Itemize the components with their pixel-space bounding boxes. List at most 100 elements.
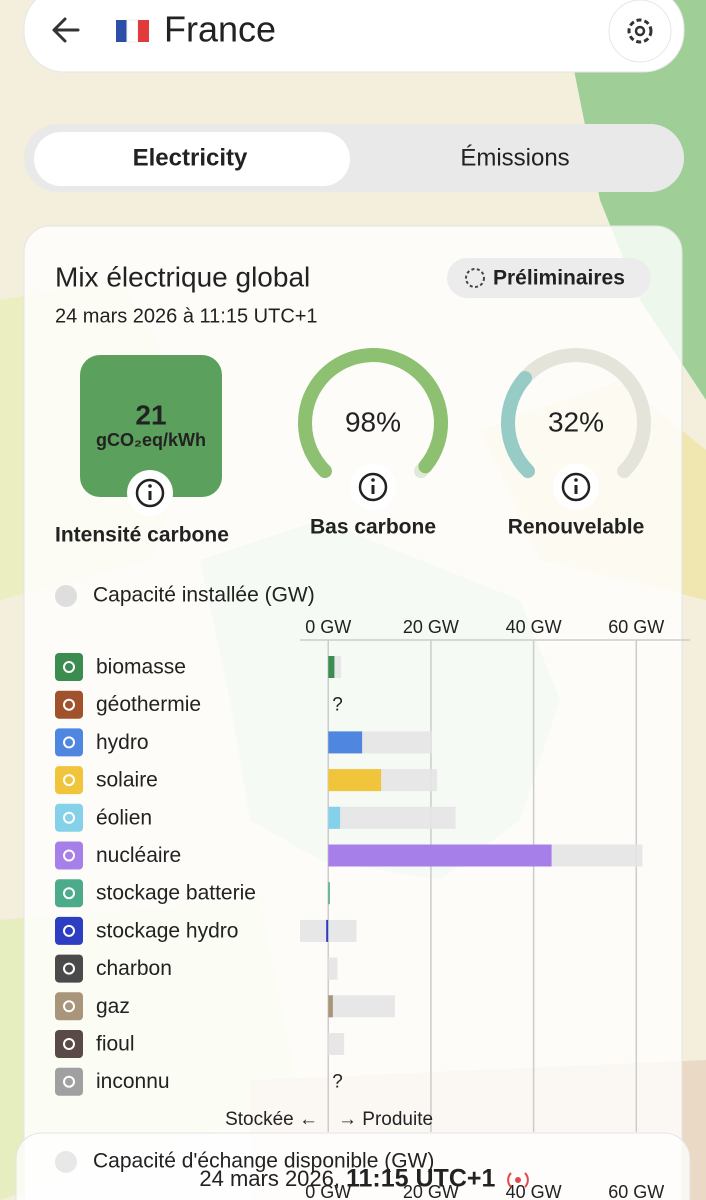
category-icon	[55, 916, 83, 945]
x-tick-label: 0 GW	[305, 617, 351, 637]
category-icon	[55, 841, 83, 870]
x-tick-label: 60 GW	[608, 1182, 664, 1200]
info-icon	[148, 484, 152, 488]
category-label: biomasse	[96, 656, 186, 679]
country-title: France	[164, 9, 276, 50]
category-icon	[55, 766, 83, 795]
tab[interactable]: Electricity	[133, 144, 248, 171]
category-label: solaire	[96, 769, 158, 792]
production-bar	[328, 882, 330, 905]
settings-icon	[627, 18, 653, 44]
category-icon	[55, 728, 83, 757]
section-toggle[interactable]	[55, 1151, 77, 1173]
category-icon-glyph	[63, 1000, 75, 1013]
category-icon-glyph	[63, 811, 75, 824]
category-label: inconnu	[96, 1070, 170, 1093]
live-dot	[515, 1177, 521, 1183]
metric-value: 98%	[345, 406, 401, 437]
section-toggle[interactable]	[55, 585, 77, 607]
category-icon-glyph	[63, 849, 75, 862]
x-tick-label: 20 GW	[403, 617, 459, 637]
production-bar	[328, 656, 335, 678]
value-label: ?	[332, 1072, 343, 1093]
category-label: stockage batterie	[96, 882, 256, 905]
flag	[126, 19, 139, 43]
metric-unit: gCO₂eq/kWh	[96, 430, 206, 450]
section-title: Capacité installée (GW)	[93, 584, 315, 607]
gauge-value	[501, 371, 535, 479]
metric-label: Bas carbone	[310, 516, 436, 539]
category-icon-glyph	[63, 774, 75, 787]
category-icon	[55, 653, 83, 681]
category-label: nucléaire	[96, 844, 181, 867]
metric-label: Intensité carbone	[55, 524, 229, 547]
card-date: 24 mars 2026 à 11:15 UTC+1	[55, 305, 318, 327]
info-icon	[561, 472, 591, 502]
capacity-bar	[328, 995, 395, 1018]
category-icon-glyph	[63, 962, 75, 975]
tab-selected[interactable]	[34, 132, 350, 186]
carbon-intensity-box	[80, 355, 222, 497]
category-label: gaz	[96, 995, 130, 1018]
exchange-axis: 0 GW 20 GW 40 GW 60 GW	[305, 1182, 664, 1200]
metric-label: Renouvelable	[508, 516, 645, 539]
timeline-date: 24 mars 2026,	[199, 1166, 340, 1191]
category-label: stockage hydro	[96, 919, 238, 942]
header-bar	[23, 0, 685, 73]
category-icon-glyph	[63, 661, 75, 673]
badge[interactable]	[447, 258, 651, 298]
badge-label: Préliminaires	[493, 267, 625, 290]
x-tick-label: 40 GW	[506, 617, 562, 637]
badge-icon	[465, 268, 485, 288]
timeline-time: 11:15 UTC+1	[346, 1165, 495, 1193]
category-label: éolien	[96, 806, 152, 829]
category-icon-glyph	[63, 736, 75, 749]
category-icon-glyph	[63, 1038, 75, 1050]
info-icon	[371, 478, 375, 482]
capacity-bar	[328, 957, 338, 980]
stored-label: Stockée ←	[225, 1109, 318, 1130]
tab[interactable]: Émissions	[460, 144, 569, 171]
category-icon	[55, 1067, 83, 1096]
capacity-chart: 0 GW 20 GW 40 GW 60 GW biomasse géothermie ? hy…	[55, 617, 690, 1132]
production-bar	[328, 769, 382, 792]
capacity-bar	[328, 806, 456, 829]
category-icon-glyph	[63, 887, 75, 900]
production-bar	[328, 731, 363, 754]
settings-icon	[634, 25, 646, 37]
category-icon-glyph	[63, 1075, 75, 1088]
exchange-title: Capacité d'échange disponible (GW)	[93, 1150, 434, 1173]
flag	[138, 20, 149, 42]
x-tick-label: 20 GW	[403, 1182, 459, 1200]
produced-label: → Produite	[338, 1109, 433, 1130]
live-icon	[507, 1172, 529, 1188]
gauge-value	[298, 348, 448, 479]
category-icon-glyph	[63, 924, 75, 937]
back-button[interactable]	[52, 17, 80, 43]
category-icon	[55, 879, 83, 908]
x-tick-label: 0 GW	[305, 1182, 351, 1200]
value-label: ?	[332, 695, 343, 716]
info-icon	[135, 478, 165, 508]
category-label: charbon	[96, 957, 172, 980]
category-icon	[55, 992, 83, 1021]
category-label: hydro	[96, 731, 149, 754]
flag	[116, 20, 127, 42]
live-wave	[507, 1172, 529, 1188]
x-tick-label: 40 GW	[506, 1182, 562, 1200]
metric-value: 21	[135, 399, 166, 430]
production-bar	[328, 995, 333, 1018]
card-title: Mix électrique global	[55, 261, 310, 292]
info-icon	[574, 478, 578, 482]
settings-button[interactable]	[608, 0, 672, 63]
category-label: géothermie	[96, 693, 201, 716]
exchange-card	[15, 1132, 691, 1200]
category-label: fioul	[96, 1033, 135, 1056]
category-icon-glyph	[63, 698, 75, 711]
category-icon	[55, 690, 83, 719]
production-bar	[328, 806, 341, 829]
category-icon	[55, 803, 83, 832]
